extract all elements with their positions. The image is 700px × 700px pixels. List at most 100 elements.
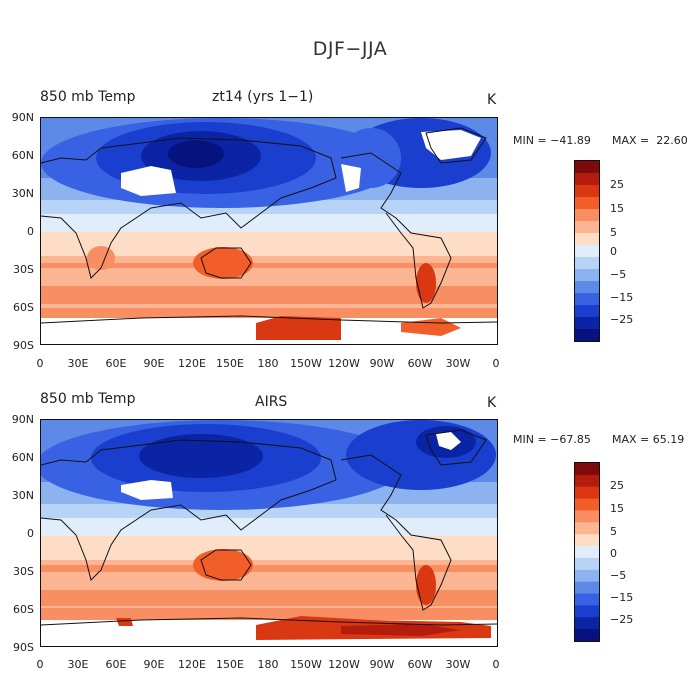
panel1-colorbar [574,160,600,342]
panel1-lon-tick: 150E [216,357,244,370]
panel1-lon-tick: 60E [105,357,127,370]
panel1-map [40,117,498,345]
panel2-colorbar-label: −25 [610,613,634,626]
colorbar-swatch [575,557,599,571]
colorbar-swatch [575,245,599,258]
colorbar-swatch [575,534,599,547]
panel2-lon-tick: 30E [67,658,89,671]
colorbar-swatch [575,305,599,318]
panel2-colorbar-label: −5 [610,569,627,582]
colorbar-swatch [575,281,599,294]
panel1-lon-tick: 150W [290,357,322,370]
colorbar-swatch [575,221,599,234]
panel2-lat-tick: 60S [13,603,34,616]
panel1-lon-tick: 30W [445,357,471,370]
colorbar-swatch [575,474,599,488]
panel1-variable-label: 850 mb Temp [40,89,136,105]
colorbar-swatch [575,510,599,523]
colorbar-swatch [575,173,599,186]
colorbar-swatch [575,197,599,210]
panel1-lon-tick: 90W [369,357,395,370]
panel1-lat-tick: 60S [13,301,34,314]
panel2-lat-tick: 90S [13,641,34,654]
panel2-lon-tick: 120W [328,658,360,671]
colorbar-swatch [575,569,599,583]
panel1-lon-tick: 180 [257,357,279,370]
panel2-lon-tick: 150W [290,658,322,671]
panel2-source-label: AIRS [255,394,288,410]
panel2-lon-tick: 180 [257,658,279,671]
panel2-lat-tick: 30N [11,489,34,502]
panel2-unit-label: K [487,395,497,411]
panel2-lon-tick: 0 [492,658,500,671]
panel1-colorbar-label: −15 [610,291,634,304]
panel2-colorbar [574,462,600,642]
panel2-colorbar-label: 15 [610,502,624,515]
colorbar-swatch [575,209,599,222]
panel2-lon-tick: 60E [105,658,127,671]
colorbar-swatch [575,233,599,246]
panel2-map [40,419,498,647]
panel2-lon-tick: 60W [407,658,433,671]
colorbar-swatch [575,498,599,511]
panel1-colorbar-label: 25 [610,178,624,191]
colorbar-swatch [575,629,599,642]
panel2-lon-tick: 0 [36,658,44,671]
panel1-lon-tick: 0 [36,357,44,370]
panel2-variable-label: 850 mb Temp [40,391,136,407]
panel2-min-label: MIN = −67.85 [513,433,591,446]
colorbar-swatch [575,317,599,330]
panel2-lon-tick: 150E [216,658,244,671]
panel2-colorbar-label: −15 [610,591,634,604]
panel2-lat-tick: 30S [13,565,34,578]
panel1-colorbar-label: 15 [610,202,624,215]
colorbar-swatch [575,593,599,606]
panel1-lon-tick: 60W [407,357,433,370]
panel2-colorbar-label: 25 [610,479,624,492]
figure-title: DJF−JJA [312,38,388,60]
colorbar-swatch [575,293,599,306]
colorbar-swatch [575,617,599,630]
panel1-unit-label: K [487,92,497,108]
panel2-colorbar-swatches [575,463,599,642]
panel2-lon-tick: 120E [178,658,206,671]
colorbar-swatch [575,546,599,559]
panel1-colorbar-label: 5 [610,226,617,239]
panel1-max-label: MAX = 22.60 [612,134,688,147]
panel1-lat-tick: 90N [11,111,34,124]
panel1-source-label: zt14 (yrs 1−1) [212,89,314,105]
colorbar-swatch [575,463,599,476]
colorbar-swatch [575,161,599,174]
panel2-colorbar-label: 0 [610,547,617,560]
panel1-colorbar-label: 0 [610,245,617,258]
panel2-lat-tick: 0 [27,527,34,540]
panel1-lat-tick: 30S [13,263,34,276]
panel1-lat-tick: 90S [13,339,34,352]
panel2-lat-tick: 60N [11,451,34,464]
colorbar-swatch [575,581,599,595]
panel1-lon-tick: 120E [178,357,206,370]
panel1-colorbar-label: −25 [610,313,634,326]
colorbar-swatch [575,605,599,618]
panel2-lon-tick: 90W [369,658,395,671]
panel2-map-field [41,420,497,646]
panel1-colorbar-label: −5 [610,268,627,281]
panel1-min-label: MIN = −41.89 [513,134,591,147]
colorbar-swatch [575,185,599,198]
panel1-colorbar-swatches [575,161,599,342]
panel1-lat-tick: 60N [11,149,34,162]
panel2-lat-tick: 90N [11,413,34,426]
colorbar-swatch [575,329,599,342]
colorbar-swatch [575,486,599,500]
panel1-lon-tick: 120W [328,357,360,370]
panel1-lon-tick: 30E [67,357,89,370]
panel1-lat-tick: 30N [11,187,34,200]
panel1-map-field [41,118,497,344]
colorbar-swatch [575,269,599,282]
panel2-colorbar-label: 5 [610,525,617,538]
colorbar-swatch [575,522,599,535]
panel2-lon-tick: 30W [445,658,471,671]
colorbar-swatch [575,257,599,270]
panel1-lon-tick: 90E [143,357,165,370]
panel1-lon-tick: 0 [492,357,500,370]
